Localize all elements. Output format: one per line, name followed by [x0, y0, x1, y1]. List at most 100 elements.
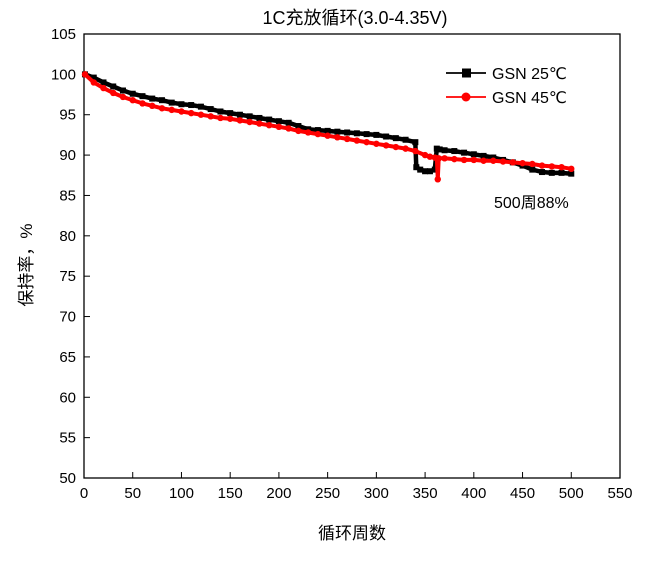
x-tick-label: 100: [169, 485, 194, 502]
y-tick-label: 65: [59, 349, 76, 366]
series-gsn-45c-point: [490, 157, 497, 164]
legend-gsn-25c-label: GSN 25℃: [492, 66, 567, 83]
plot-area-frame: [83, 33, 621, 479]
series-gsn-25c-point: [178, 101, 185, 108]
series-gsn-25c-point: [383, 133, 390, 140]
series-gsn-45c-point: [275, 123, 283, 131]
series-gsn-45c-point: [373, 140, 380, 147]
series-gsn-25c-point: [168, 99, 175, 106]
series-gsn-25c-point: [529, 166, 536, 173]
series-gsn-45c-point: [226, 115, 234, 122]
series-gsn-45c-point: [295, 127, 302, 135]
series-gsn-25c-point: [158, 97, 165, 104]
series-gsn-45c-point: [353, 137, 361, 144]
series-gsn-45c-point: [412, 147, 419, 155]
series-gsn-45c-point: [343, 135, 351, 143]
series-gsn-45c-point: [285, 125, 292, 132]
series-gsn-45c-point: [402, 145, 409, 152]
series-gsn-25c-point: [539, 169, 546, 176]
y-tick-label: 75: [59, 268, 76, 285]
y-tick-label: 80: [59, 228, 76, 245]
series-gsn-45c-point: [139, 100, 146, 107]
series-gsn-45c-point: [217, 114, 224, 122]
y-tick-label: 70: [59, 309, 76, 326]
series-gsn-45c-point: [110, 89, 117, 97]
series-gsn-45c-point: [434, 176, 441, 183]
series-gsn-45c-point: [421, 151, 429, 159]
series-gsn-45c-point: [480, 157, 487, 164]
y-tick-label: 90: [59, 147, 76, 164]
series-gsn-25c-point: [207, 106, 214, 113]
series-gsn-45c-point: [392, 143, 400, 151]
series-gsn-45c-point: [178, 108, 185, 115]
series-gsn-25c-point: [413, 164, 420, 171]
series-gsn-25c-point: [236, 111, 243, 118]
series-gsn-25c-point: [363, 131, 370, 138]
series-gsn-45c-point: [158, 105, 166, 112]
series-gsn-25c-point: [426, 168, 433, 175]
series-gsn-45c-point: [529, 160, 536, 168]
series-gsn-25c-point: [305, 126, 312, 133]
series-gsn-25c-point: [344, 129, 351, 136]
series-gsn-45c-point: [324, 132, 331, 139]
series-gsn-45c-point: [188, 109, 195, 117]
legend-gsn-45c-label: GSN 45℃: [492, 90, 567, 107]
series-gsn-45c-point: [382, 142, 390, 149]
y-axis-ticks: 50 55 60 65 70 75 80 85 90 95 100 105: [51, 26, 90, 487]
series-gsn-45c-point: [499, 158, 507, 165]
series-gsn-25c-point: [451, 148, 458, 155]
series-gsn-25c-point: [422, 168, 429, 175]
series-gsn-25c-point: [334, 128, 341, 135]
series-gsn-25c-point: [568, 170, 575, 177]
legend-gsn-25c-marker: [462, 68, 471, 78]
y-tick-label: 100: [51, 66, 76, 83]
y-tick-label: 60: [59, 389, 76, 406]
series-gsn-45c-point: [81, 71, 89, 78]
x-tick-label: 250: [315, 485, 340, 502]
series-gsn-25c-point: [436, 146, 443, 153]
x-tick-label: 300: [364, 485, 389, 502]
series-gsn-45c-point: [149, 102, 156, 110]
series-gsn-25c-point: [119, 87, 126, 94]
series-gsn-25c-point: [295, 123, 302, 130]
series-gsn-45c-point: [129, 96, 136, 104]
series-gsn-45c-point: [197, 111, 205, 118]
series-gsn-45c-point: [509, 159, 516, 166]
series-gsn-25c-point: [324, 127, 331, 134]
series-gsn-45c-point: [119, 93, 127, 101]
series-gsn-45c-point: [568, 165, 575, 173]
y-tick-label: 55: [59, 430, 76, 447]
series-gsn-45c-point: [363, 138, 370, 146]
series-gsn-25c-point: [431, 166, 438, 173]
series-gsn-25c-point: [197, 103, 204, 110]
series-gsn-45c-point: [426, 153, 434, 160]
x-tick-label: 550: [607, 485, 632, 502]
x-axis-label: 循环周数: [318, 524, 386, 543]
series-gsn-25c-point: [470, 151, 477, 158]
series-gsn-25c-point: [412, 139, 419, 146]
series-gsn-25c-point: [149, 95, 156, 102]
series-gsn-45c-point: [100, 84, 107, 92]
series-layer: [81, 71, 575, 183]
series-gsn-45c-point: [265, 122, 273, 129]
series-gsn-25c-point: [548, 169, 555, 176]
x-tick-label: 200: [266, 485, 291, 502]
series-gsn-25c-point: [266, 116, 273, 123]
series-gsn-45c-point: [236, 117, 244, 124]
series-gsn-25c-point: [139, 93, 146, 100]
series-gsn-25c-point: [90, 74, 97, 81]
series-gsn-25c-point: [417, 166, 424, 173]
series-gsn-25c-point: [188, 102, 195, 109]
series-gsn-25c-point: [402, 136, 409, 143]
series-gsn-25c-point: [246, 113, 253, 120]
y-tick-label: 50: [59, 470, 76, 487]
series-gsn-45c-point: [519, 159, 526, 167]
series-gsn-25c-point: [275, 118, 282, 125]
x-tick-label: 0: [80, 485, 88, 502]
series-gsn-25c-point: [217, 108, 224, 115]
series-gsn-45c-point: [246, 118, 253, 126]
series-gsn-25c-point: [441, 147, 448, 154]
x-tick-label: 450: [510, 485, 535, 502]
